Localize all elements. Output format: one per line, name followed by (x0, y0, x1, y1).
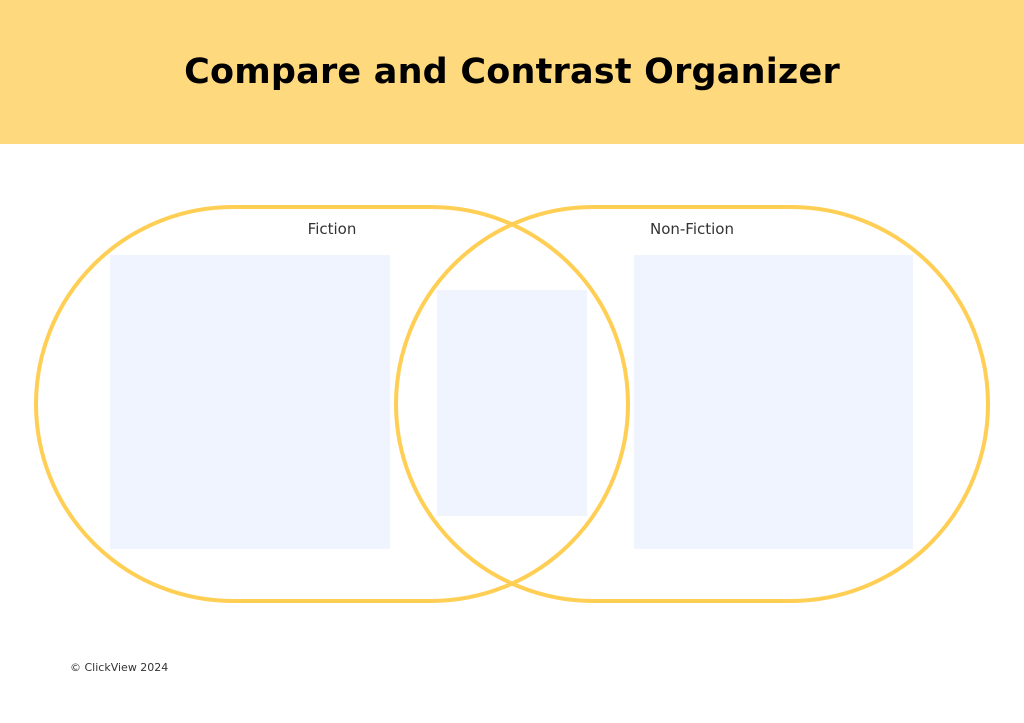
right-venn-shape (394, 205, 990, 603)
non-fiction-text-box[interactable] (634, 255, 913, 549)
page-title: Compare and Contrast Organizer (184, 52, 840, 92)
left-venn-shape (34, 205, 630, 603)
both-text-box[interactable] (437, 290, 587, 516)
fiction-label: Fiction (307, 220, 357, 238)
copyright-footer: © ClickView 2024 (70, 661, 169, 674)
fiction-text-box[interactable] (110, 255, 390, 549)
header-banner: Compare and Contrast Organizer (0, 0, 1024, 144)
non-fiction-label: Non-Fiction (649, 220, 735, 238)
